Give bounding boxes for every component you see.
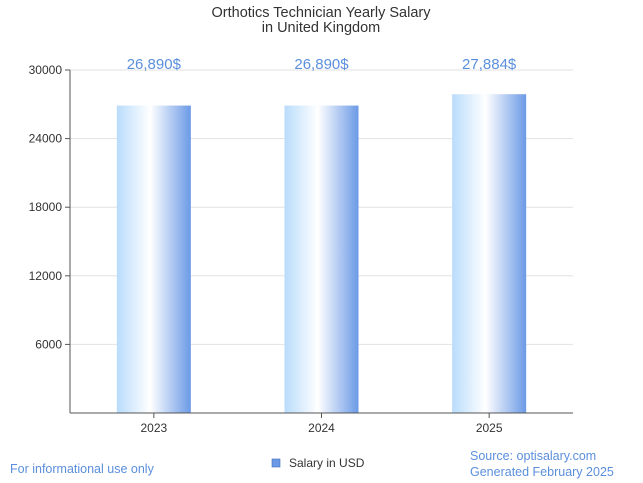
x-tick-label-2023: 2023	[140, 421, 167, 435]
legend-swatch	[271, 458, 281, 468]
x-axis-ticks: 2023 2024 2025	[140, 413, 503, 435]
chart-title-line-1: Orthotics Technician Yearly Salary	[212, 5, 432, 21]
y-tick-label: 24000	[29, 132, 63, 146]
data-labels: 26,890$ 26,890$ 27,884$	[127, 56, 517, 73]
data-label-2025: 27,884$	[462, 56, 517, 73]
source-block: Source: optisalary.com Generated Februar…	[470, 448, 614, 480]
y-tick-label: 30000	[29, 63, 63, 77]
data-label-2024: 26,890$	[294, 56, 349, 73]
generated-text: Generated February 2025	[470, 465, 614, 479]
bar-2024	[284, 105, 359, 413]
legend: Salary in USD	[271, 456, 365, 470]
disclaimer-text: For informational use only	[10, 462, 154, 476]
x-tick-label-2025: 2025	[476, 421, 503, 435]
y-tick-label: 18000	[29, 200, 63, 214]
chart-title-line-2: in United Kingdom	[262, 20, 381, 36]
x-tick-label-2024: 2024	[308, 421, 335, 435]
legend-label: Salary in USD	[289, 456, 365, 470]
bar-2025	[452, 94, 527, 413]
y-tick-label: 6000	[35, 337, 62, 351]
source-text: Source: optisalary.com	[470, 449, 597, 463]
bar-2023	[116, 105, 191, 413]
y-tick-label: 12000	[29, 269, 63, 283]
data-label-2023: 26,890$	[127, 56, 182, 73]
bars	[116, 94, 527, 413]
y-axis-ticks: 6000 12000 18000 24000 30000	[29, 63, 70, 351]
